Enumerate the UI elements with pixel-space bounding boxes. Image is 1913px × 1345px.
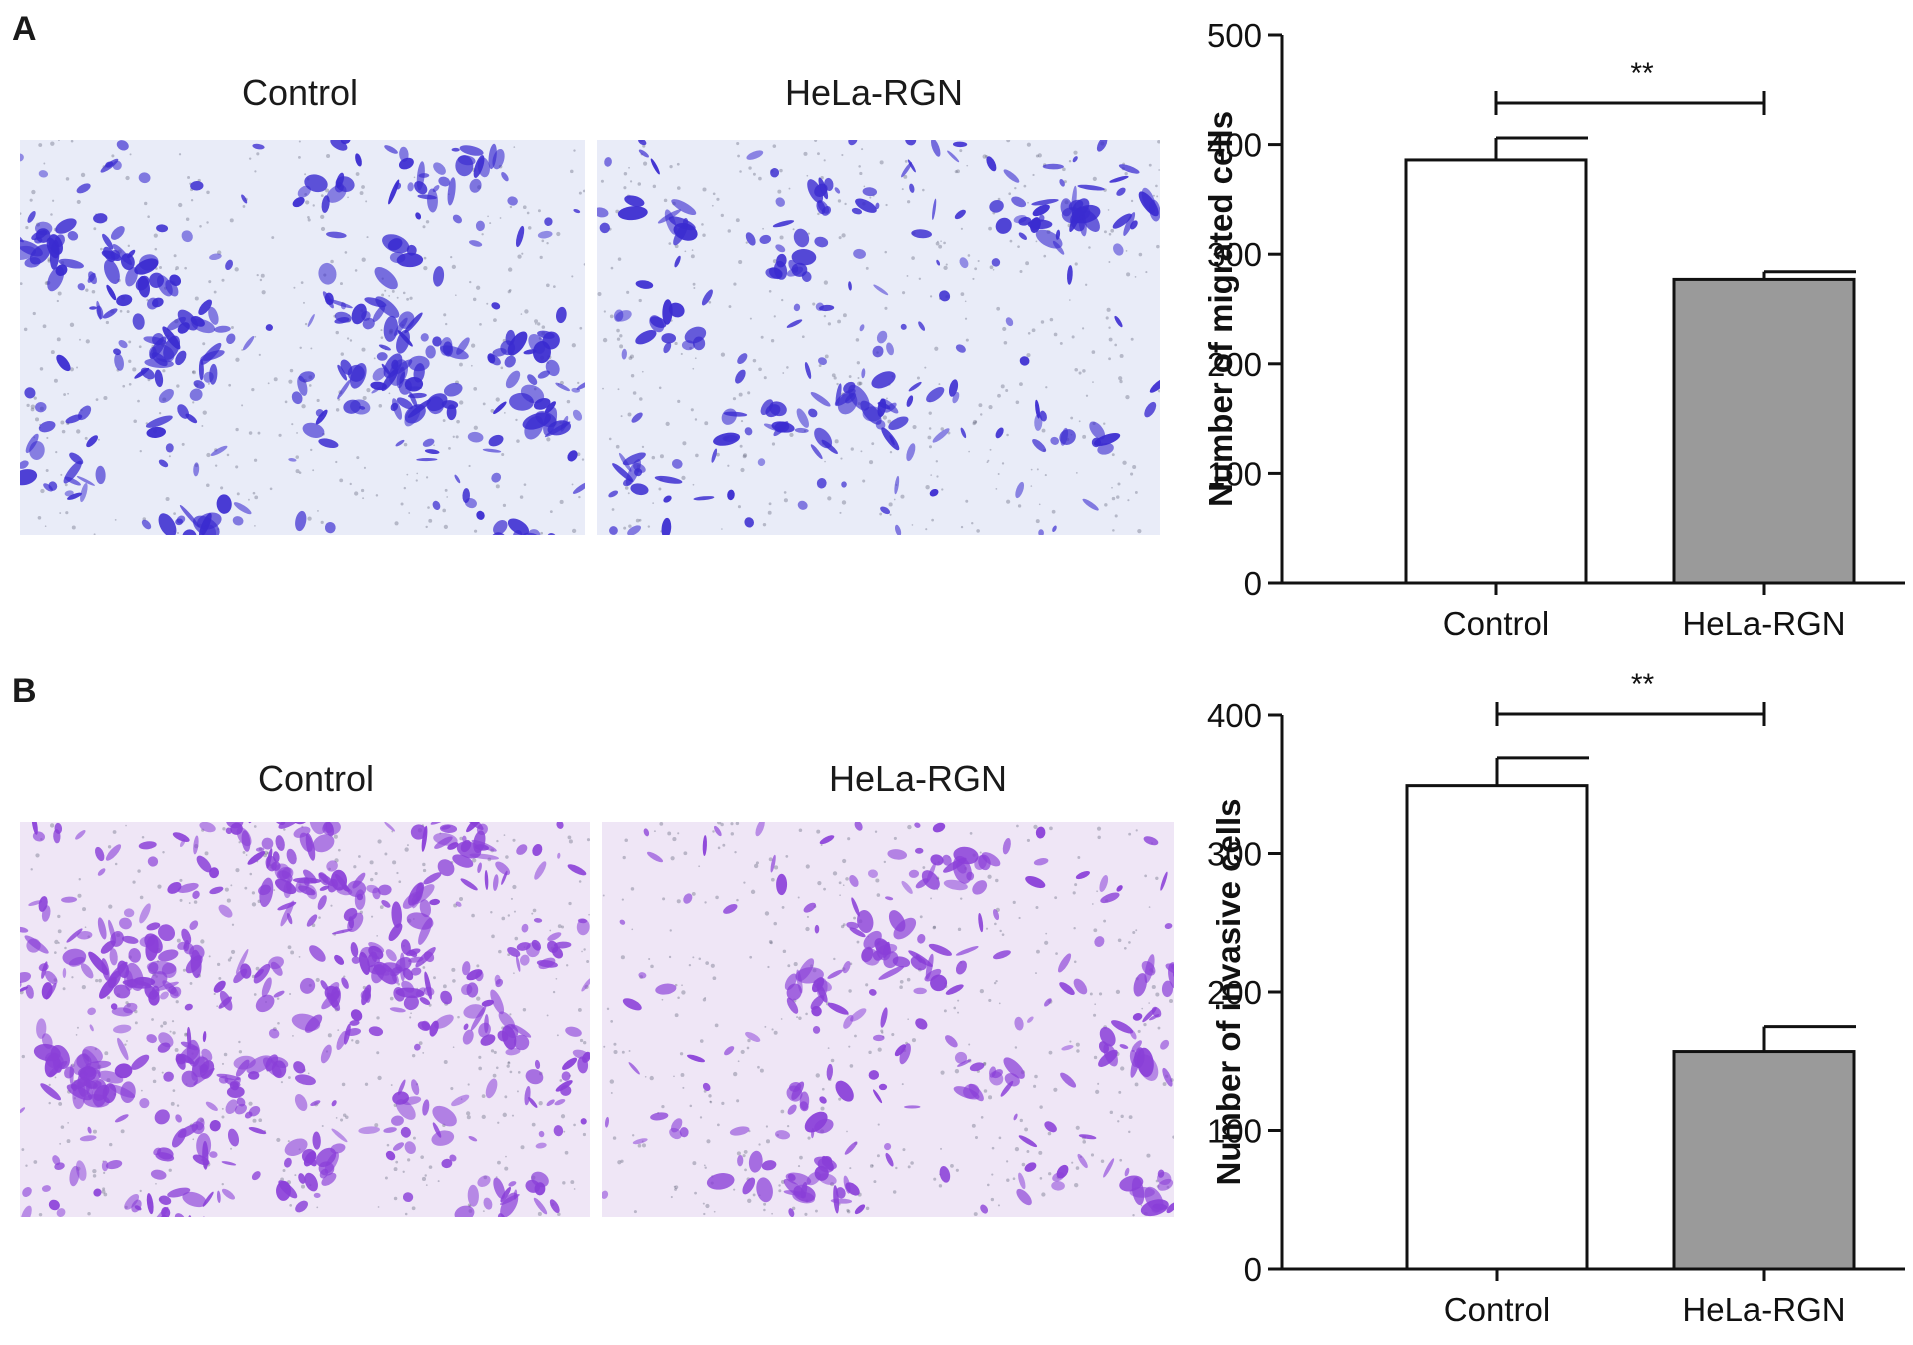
bar-chart-migrated-cells: 0 100 200 300 400 500 Number of migrated cells… xyxy=(1200,0,1913,660)
bar xyxy=(1672,1050,1856,1271)
stained-cells xyxy=(602,822,1174,1217)
bar-chart-invasive-cells: 0 100 200 300 400 Number of invasive cells Con… xyxy=(1200,668,1913,1340)
y-tick-label: 200 xyxy=(1207,974,1262,1011)
stained-cells xyxy=(20,140,585,535)
bar xyxy=(1672,277,1856,585)
speckle-texture xyxy=(597,140,1160,534)
bar xyxy=(1405,784,1589,1271)
image-label-rgn-a: HeLa-RGN xyxy=(784,72,964,113)
x-tick-label: Control xyxy=(1443,605,1549,642)
bar xyxy=(1404,158,1588,585)
y-tick-label: 200 xyxy=(1207,346,1262,383)
image-label-rgn-b: HeLa-RGN xyxy=(828,758,1008,799)
x-tick-label: HeLa-RGN xyxy=(1682,605,1845,642)
micrograph-invasion-hela-rgn xyxy=(602,822,1174,1217)
y-tick-label: 100 xyxy=(1207,1113,1262,1150)
y-tick-label: 100 xyxy=(1207,455,1262,492)
y-tick-label: 500 xyxy=(1207,17,1262,54)
micrograph-invasion-control xyxy=(20,822,590,1217)
stained-cells xyxy=(20,822,590,1217)
stained-cells xyxy=(597,140,1160,535)
y-tick-label: 0 xyxy=(1244,1251,1262,1288)
micrograph-migration-hela-rgn xyxy=(597,140,1160,535)
image-label-control-a: Control xyxy=(241,72,359,113)
panel-letter-b: B xyxy=(12,672,37,710)
y-tick-label: 300 xyxy=(1207,836,1262,873)
significance-label: ** xyxy=(1631,670,1655,701)
y-axis-label: Number of migrated cells xyxy=(1202,111,1239,507)
y-tick-label: 400 xyxy=(1207,127,1262,164)
x-tick-label: HeLa-RGN xyxy=(1682,1291,1845,1328)
x-tick-label: Control xyxy=(1444,1291,1550,1328)
significance-label: ** xyxy=(1630,57,1654,90)
y-tick-label: 300 xyxy=(1207,236,1262,273)
panel-letter-a: A xyxy=(12,10,37,48)
image-label-control-b: Control xyxy=(257,758,375,799)
micrograph-migration-control xyxy=(20,140,585,535)
y-tick-label: 0 xyxy=(1244,565,1262,602)
y-axis-label: Number of invasive cells xyxy=(1210,799,1247,1186)
y-tick-label: 400 xyxy=(1207,697,1262,734)
